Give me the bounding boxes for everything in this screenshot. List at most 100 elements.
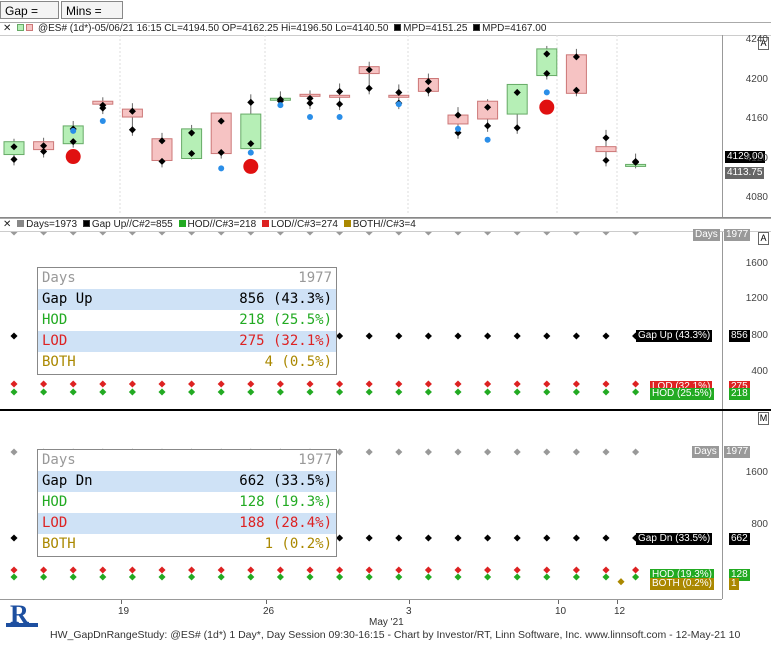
gap-up-stats-box: Days 1977 Gap Up 856 (43.3%) HOD 218 (25.5%… xyxy=(37,267,337,375)
hod-dot xyxy=(632,388,640,396)
days-dot xyxy=(602,232,610,236)
days-dot xyxy=(484,448,492,456)
price-marker[interactable]: A xyxy=(758,37,769,50)
days-dot xyxy=(424,232,432,236)
mins-setting-button[interactable]: Mins = 30 xyxy=(61,1,123,36)
panel-m-tick: 800 xyxy=(751,519,768,530)
panel-m-marker[interactable]: M xyxy=(758,412,769,425)
candle[interactable] xyxy=(477,99,499,132)
days-dot xyxy=(336,448,344,456)
mpd-marker xyxy=(336,100,344,108)
lod-dot xyxy=(276,566,284,574)
lod-dot xyxy=(99,380,107,388)
date-tick: 12 xyxy=(614,606,626,617)
candle[interactable] xyxy=(447,107,469,139)
days-value-tag-a: 1977 xyxy=(724,229,751,241)
mpd-marker xyxy=(69,138,77,146)
days-dot xyxy=(395,232,403,236)
price-chart[interactable] xyxy=(0,35,722,215)
gap-marker xyxy=(336,114,343,121)
stat-label: Gap Dn xyxy=(42,473,93,489)
hod-dot xyxy=(217,388,225,396)
days-dot xyxy=(99,232,107,236)
candle[interactable] xyxy=(121,103,143,136)
hod-dot xyxy=(454,388,462,396)
days-dot xyxy=(10,448,18,456)
mpd-marker xyxy=(247,98,255,106)
candle[interactable] xyxy=(625,153,647,169)
candle[interactable] xyxy=(329,83,351,111)
stat-row: HOD 128 (19.3%) xyxy=(38,492,336,513)
days-label: Days xyxy=(42,452,76,468)
mpd-marker xyxy=(513,88,521,96)
gap-up-dot xyxy=(454,332,462,340)
candle[interactable] xyxy=(417,73,439,97)
close-icon[interactable]: ✕ xyxy=(3,219,12,230)
candle[interactable] xyxy=(62,120,84,148)
date-tick: 3 xyxy=(406,606,412,617)
panel-a-tick: 800 xyxy=(751,330,768,341)
legend-gap-up: Gap Up//C#2=855 xyxy=(91,219,173,230)
lod-dot xyxy=(306,380,314,388)
lod-dot xyxy=(247,566,255,574)
candle[interactable] xyxy=(595,129,617,167)
hod-dot xyxy=(10,573,18,581)
lod-dot xyxy=(336,380,344,388)
candle[interactable] xyxy=(33,137,55,158)
stat-label: Gap Up xyxy=(42,291,93,307)
candle[interactable] xyxy=(240,94,262,150)
days-dot xyxy=(10,232,18,236)
lod-dot xyxy=(454,380,462,388)
days-dot xyxy=(543,232,551,236)
days-color-icon xyxy=(17,220,25,227)
hod-dot xyxy=(217,573,225,581)
hod-dot xyxy=(247,573,255,581)
gap-dn-dot xyxy=(336,534,344,542)
hod-color-icon xyxy=(178,220,186,227)
hod-dot xyxy=(69,573,77,581)
date-tick: 10 xyxy=(555,606,567,617)
study-legend: ✕ Days=1973 Gap Up//C#2=855 HOD//C#3=218… xyxy=(0,218,771,232)
hod-dot xyxy=(10,388,18,396)
date-axis: R May '21 19 26 3 10 12 xyxy=(0,599,722,629)
lod-dot xyxy=(395,566,403,574)
hod-dot xyxy=(395,388,403,396)
close-icon[interactable]: ✕ xyxy=(3,23,12,34)
candle[interactable] xyxy=(269,91,291,108)
lod-color-icon xyxy=(261,220,269,227)
candle[interactable] xyxy=(92,97,114,115)
candle[interactable] xyxy=(299,90,321,110)
gap-setting-button[interactable]: Gap = 10 xyxy=(0,1,59,36)
hod-dot xyxy=(40,573,48,581)
hod-dot xyxy=(395,573,403,581)
gap-up-dot xyxy=(10,332,18,340)
stat-value: 856 (43.3%) xyxy=(239,291,332,307)
candle[interactable] xyxy=(210,112,232,159)
gap-up-dot xyxy=(484,332,492,340)
lod-dot xyxy=(484,566,492,574)
mpd-marker xyxy=(454,111,462,119)
candle[interactable] xyxy=(3,138,25,166)
candle[interactable] xyxy=(565,48,587,97)
days-dot xyxy=(188,232,196,236)
gap-up-dot xyxy=(543,332,551,340)
hod-dot xyxy=(40,388,48,396)
mpd-marker xyxy=(128,107,136,115)
days-dot xyxy=(276,232,284,236)
lod-dot xyxy=(99,566,107,574)
candle[interactable] xyxy=(536,45,558,80)
candle[interactable] xyxy=(181,124,203,160)
stat-row: LOD 188 (28.4%) xyxy=(38,513,336,534)
candle[interactable] xyxy=(151,132,173,168)
candle[interactable] xyxy=(506,83,528,134)
panel-a-marker[interactable]: A xyxy=(758,232,769,245)
gap-marker xyxy=(543,89,550,96)
stat-value: 275 (32.1%) xyxy=(239,333,332,349)
stat-label: LOD xyxy=(42,333,68,349)
days-dot xyxy=(395,448,403,456)
mpd-marker xyxy=(424,86,432,94)
hod-dot xyxy=(276,573,284,581)
candle[interactable] xyxy=(358,61,380,95)
mpd-marker xyxy=(99,104,107,112)
gap-dn-dot xyxy=(10,534,18,542)
